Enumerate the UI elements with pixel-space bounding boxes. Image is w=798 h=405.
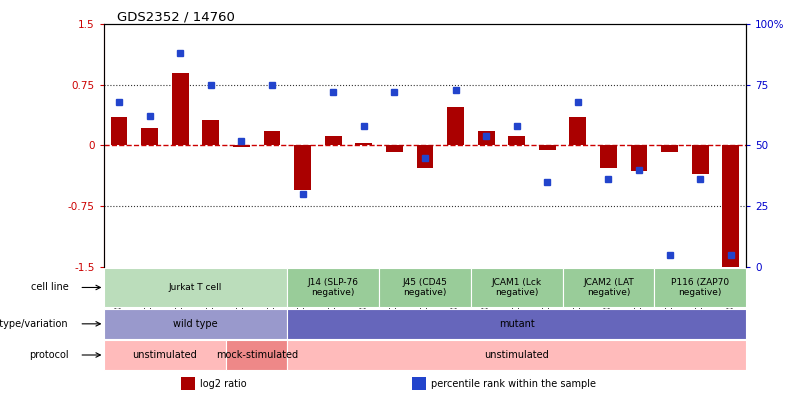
Bar bbox=[654, 268, 746, 307]
Bar bbox=[722, 145, 739, 271]
Bar bbox=[630, 145, 647, 171]
Bar bbox=[294, 145, 311, 190]
Bar bbox=[662, 145, 678, 152]
Bar bbox=[355, 143, 372, 145]
Bar bbox=[539, 145, 555, 149]
Bar bbox=[570, 117, 587, 145]
Text: Jurkat T cell: Jurkat T cell bbox=[169, 283, 222, 292]
Text: J14 (SLP-76
negative): J14 (SLP-76 negative) bbox=[308, 278, 358, 297]
Text: mock-stimulated: mock-stimulated bbox=[215, 350, 298, 360]
Text: JCAM2 (LAT
negative): JCAM2 (LAT negative) bbox=[583, 278, 634, 297]
Bar bbox=[287, 309, 746, 339]
Bar bbox=[203, 119, 219, 145]
Bar bbox=[141, 128, 158, 145]
Text: mutant: mutant bbox=[499, 319, 535, 329]
Bar bbox=[563, 268, 654, 307]
Text: log2 ratio: log2 ratio bbox=[200, 379, 247, 389]
Bar bbox=[226, 340, 287, 370]
Bar bbox=[104, 340, 226, 370]
Bar bbox=[104, 268, 287, 307]
Bar bbox=[478, 131, 495, 145]
Text: unstimulated: unstimulated bbox=[132, 350, 197, 360]
Bar bbox=[181, 377, 195, 390]
Bar bbox=[104, 309, 287, 339]
Text: cell line: cell line bbox=[30, 282, 69, 292]
Bar bbox=[447, 107, 464, 145]
Bar bbox=[379, 268, 471, 307]
Bar bbox=[692, 145, 709, 174]
Bar bbox=[471, 268, 563, 307]
Bar bbox=[325, 136, 342, 145]
Bar bbox=[263, 131, 280, 145]
Text: protocol: protocol bbox=[29, 350, 69, 360]
Text: J45 (CD45
negative): J45 (CD45 negative) bbox=[402, 278, 448, 297]
Bar bbox=[386, 145, 403, 152]
Bar bbox=[111, 117, 128, 145]
Bar bbox=[417, 145, 433, 168]
Bar bbox=[508, 136, 525, 145]
Bar bbox=[287, 268, 379, 307]
Text: unstimulated: unstimulated bbox=[484, 350, 549, 360]
Text: percentile rank within the sample: percentile rank within the sample bbox=[432, 379, 596, 389]
Bar bbox=[287, 340, 746, 370]
Bar bbox=[600, 145, 617, 168]
Text: JCAM1 (Lck
negative): JCAM1 (Lck negative) bbox=[492, 278, 542, 297]
Bar bbox=[172, 73, 188, 145]
Bar bbox=[233, 145, 250, 147]
Bar bbox=[412, 377, 426, 390]
Text: genotype/variation: genotype/variation bbox=[0, 319, 69, 329]
Text: wild type: wild type bbox=[173, 319, 218, 329]
Text: P116 (ZAP70
negative): P116 (ZAP70 negative) bbox=[671, 278, 729, 297]
Text: GDS2352 / 14760: GDS2352 / 14760 bbox=[117, 10, 235, 23]
